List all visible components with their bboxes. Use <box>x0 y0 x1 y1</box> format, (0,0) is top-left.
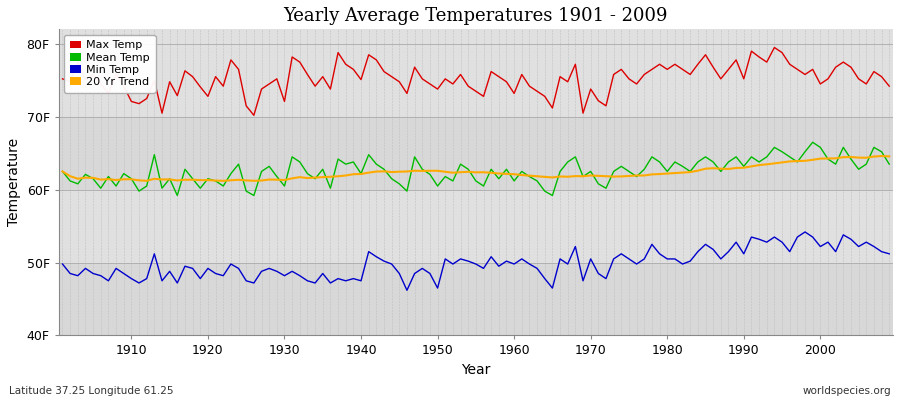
20 Yr Trend <box>877 154 887 158</box>
Bar <box>58 44 893 117</box>
Min Temp <box>884 252 895 256</box>
Max Temp <box>248 113 259 118</box>
Mean Temp <box>508 178 519 183</box>
Min Temp <box>57 262 68 266</box>
20 Yr Trend <box>118 177 129 182</box>
20 Yr Trend <box>340 173 351 178</box>
Max Temp <box>340 62 351 67</box>
20 Yr Trend <box>508 172 519 177</box>
Legend: Max Temp, Mean Temp, Min Temp, 20 Yr Trend: Max Temp, Mean Temp, Min Temp, 20 Yr Tre… <box>64 35 156 93</box>
20 Yr Trend <box>884 154 895 159</box>
Line: Mean Temp: Mean Temp <box>62 142 889 196</box>
Y-axis label: Temperature: Temperature <box>7 138 21 226</box>
20 Yr Trend <box>608 174 619 179</box>
Mean Temp <box>172 193 183 198</box>
Min Temp <box>517 256 527 261</box>
Mean Temp <box>340 162 351 166</box>
Min Temp <box>508 262 519 266</box>
Line: 20 Yr Trend: 20 Yr Trend <box>62 156 889 181</box>
Max Temp <box>57 76 68 81</box>
Min Temp <box>608 256 619 261</box>
20 Yr Trend <box>57 169 68 174</box>
Title: Yearly Average Temperatures 1901 - 2009: Yearly Average Temperatures 1901 - 2009 <box>284 7 668 25</box>
Text: worldspecies.org: worldspecies.org <box>803 386 891 396</box>
Max Temp <box>608 72 619 77</box>
Max Temp <box>769 45 779 50</box>
Bar <box>58 190 893 262</box>
Mean Temp <box>807 140 818 145</box>
Line: Max Temp: Max Temp <box>62 48 889 115</box>
Max Temp <box>884 84 895 88</box>
20 Yr Trend <box>294 175 305 180</box>
X-axis label: Year: Year <box>461 363 491 377</box>
Text: Latitude 37.25 Longitude 61.25: Latitude 37.25 Longitude 61.25 <box>9 386 174 396</box>
Min Temp <box>287 269 298 274</box>
Bar <box>58 262 893 336</box>
Max Temp <box>508 91 519 96</box>
Line: Min Temp: Min Temp <box>62 232 889 290</box>
Min Temp <box>401 288 412 293</box>
Max Temp <box>517 72 527 77</box>
Mean Temp <box>517 169 527 174</box>
Max Temp <box>294 60 305 64</box>
Min Temp <box>118 271 129 276</box>
Mean Temp <box>294 160 305 164</box>
Bar <box>58 117 893 190</box>
20 Yr Trend <box>517 173 527 178</box>
Max Temp <box>118 84 129 88</box>
Mean Temp <box>608 169 619 174</box>
Mean Temp <box>884 162 895 166</box>
Mean Temp <box>118 171 129 176</box>
Min Temp <box>333 276 344 281</box>
Mean Temp <box>57 169 68 174</box>
20 Yr Trend <box>218 178 229 183</box>
Min Temp <box>799 230 810 234</box>
